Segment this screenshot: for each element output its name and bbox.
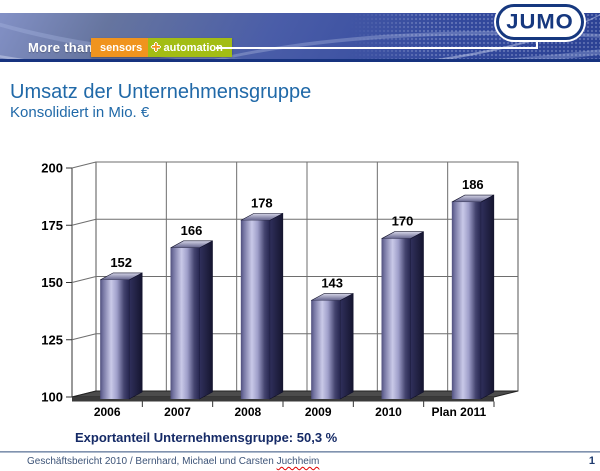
plus-icon: + — [151, 38, 161, 56]
bar-top-2006 — [100, 272, 143, 281]
page-number: 1 — [588, 455, 595, 467]
page-subtitle: Konsolidiert in Mio. € — [10, 104, 150, 121]
bar-value-label: 143 — [321, 276, 343, 291]
bar-side-plan-2011 — [480, 194, 495, 400]
y-tick-label: 175 — [41, 218, 63, 233]
y-tick-label: 100 — [41, 390, 63, 405]
x-category-label: Plan 2011 — [431, 405, 486, 419]
bar-value-label: 178 — [251, 195, 273, 210]
bar-side-2009 — [339, 293, 354, 400]
page-title: Umsatz der Unternehmensgruppe — [10, 81, 312, 103]
jumo-logo: JUMO — [496, 4, 584, 40]
bar-2006 — [100, 279, 130, 399]
bar-2009 — [311, 300, 341, 399]
depth-line — [71, 333, 97, 341]
automation-text: automation — [163, 41, 223, 54]
footer-text: Geschäftsbericht 2010 / Bernhard, Michae… — [27, 456, 319, 467]
bar-side-2010 — [410, 231, 424, 400]
header-connector-line — [216, 47, 538, 49]
chart-area: 100 125 150 175 200 152 2006 166 2007 178 2008 143 2… — [30, 148, 560, 433]
x-category-label: 2010 — [375, 405, 402, 419]
y-tick-label: 150 — [41, 275, 63, 290]
bar-value-label: 170 — [392, 214, 414, 229]
bar-plan-2011 — [451, 202, 481, 399]
footer-report-label: Geschäftsbericht 2010 / Bernhard, Michae… — [27, 456, 277, 467]
automation-label: + automation — [148, 38, 232, 57]
revenue-bar-chart: 100 125 150 175 200 152 2006 166 2007 178 2008 143 2… — [41, 161, 519, 419]
chart-floor-edge — [72, 397, 494, 402]
bar-top-plan-2011 — [451, 194, 494, 203]
depth-line — [71, 161, 97, 169]
bar-value-label: 186 — [462, 177, 484, 192]
bar-2010 — [381, 238, 411, 399]
x-category-label: 2009 — [305, 405, 332, 419]
header-connector-line-vertical — [536, 40, 538, 49]
tagline: More than — [28, 40, 93, 55]
sensors-label: sensors — [91, 38, 149, 57]
y-tick-label: 200 — [41, 161, 63, 176]
depth-line — [71, 218, 97, 226]
x-category-label: 2006 — [94, 405, 121, 419]
footer-divider — [0, 451, 600, 453]
depth-line — [71, 276, 97, 283]
jumo-logo-text: JUMO — [506, 9, 574, 34]
sensors-automation-badge: sensors + automation — [91, 38, 232, 57]
bar-side-2008 — [269, 212, 284, 400]
bar-value-label: 152 — [110, 255, 132, 270]
bar-side-2007 — [199, 240, 213, 400]
bar-value-label: 166 — [181, 223, 203, 238]
bar-2008 — [240, 220, 270, 399]
footer-author-name: Juchheim — [276, 456, 320, 467]
y-tick-label: 125 — [41, 332, 63, 347]
export-share-callout: Exportanteil Unternehmensgruppe: 50,3 % — [75, 430, 338, 445]
x-category-label: 2008 — [234, 405, 261, 419]
x-category-label: 2007 — [164, 405, 191, 419]
bar-2007 — [170, 247, 200, 399]
bar-side-2006 — [128, 272, 143, 400]
